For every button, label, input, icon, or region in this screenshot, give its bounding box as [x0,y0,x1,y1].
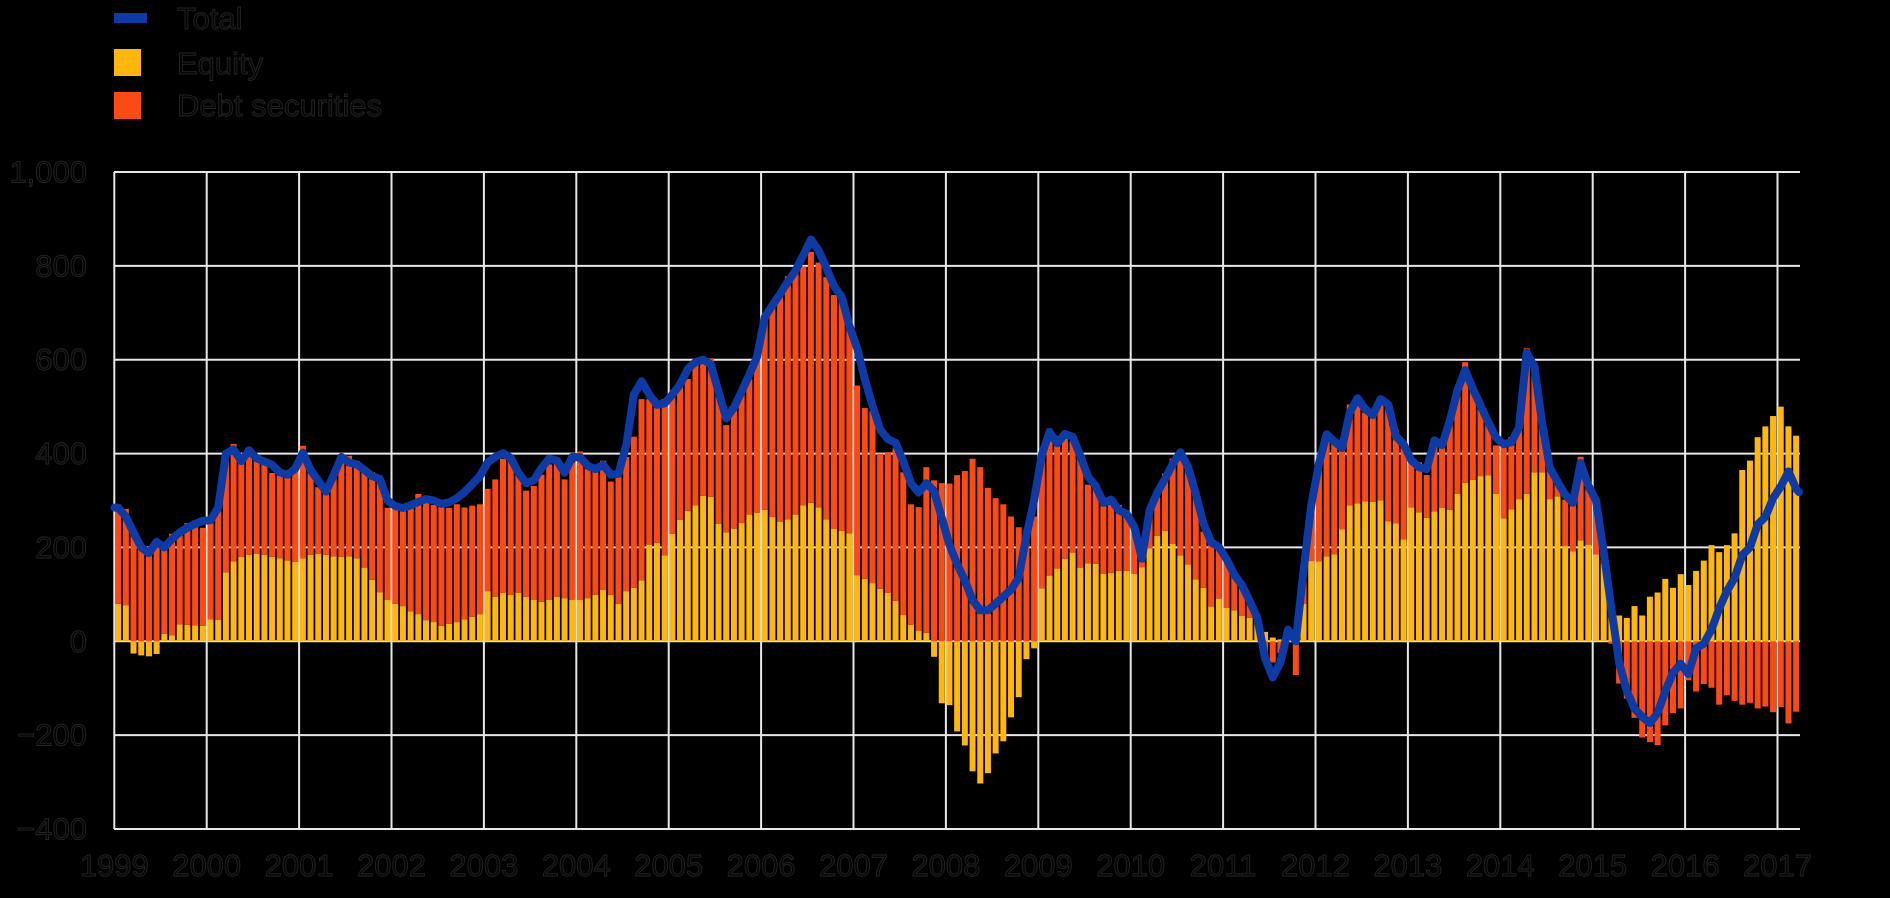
svg-text:2012: 2012 [1281,848,1350,883]
svg-text:2014: 2014 [1466,848,1535,883]
svg-text:2010: 2010 [1096,848,1165,883]
svg-text:2015: 2015 [1558,848,1627,883]
svg-text:1999: 1999 [80,848,149,883]
svg-text:400: 400 [35,436,87,471]
svg-text:−400: −400 [17,812,87,847]
svg-text:0: 0 [70,624,87,659]
svg-text:Debt securities: Debt securities [177,88,382,123]
svg-text:2002: 2002 [357,848,426,883]
svg-text:2011: 2011 [1190,848,1257,883]
svg-text:2006: 2006 [727,848,796,883]
svg-text:2017: 2017 [1743,848,1812,883]
svg-text:2007: 2007 [819,848,888,883]
svg-text:600: 600 [35,342,87,377]
svg-text:1,000: 1,000 [9,155,87,190]
svg-text:−200: −200 [17,718,87,753]
svg-text:2001: 2001 [265,848,334,883]
svg-text:Total: Total [177,1,242,36]
svg-text:2005: 2005 [634,848,703,883]
svg-text:2008: 2008 [911,848,980,883]
svg-text:2009: 2009 [1004,848,1073,883]
svg-text:Equity: Equity [177,46,264,81]
svg-text:2013: 2013 [1373,848,1442,883]
svg-text:2003: 2003 [449,848,518,883]
svg-text:2016: 2016 [1651,848,1720,883]
svg-text:2004: 2004 [542,848,611,883]
svg-text:2000: 2000 [172,848,241,883]
svg-text:800: 800 [35,248,87,283]
svg-text:200: 200 [35,530,87,565]
